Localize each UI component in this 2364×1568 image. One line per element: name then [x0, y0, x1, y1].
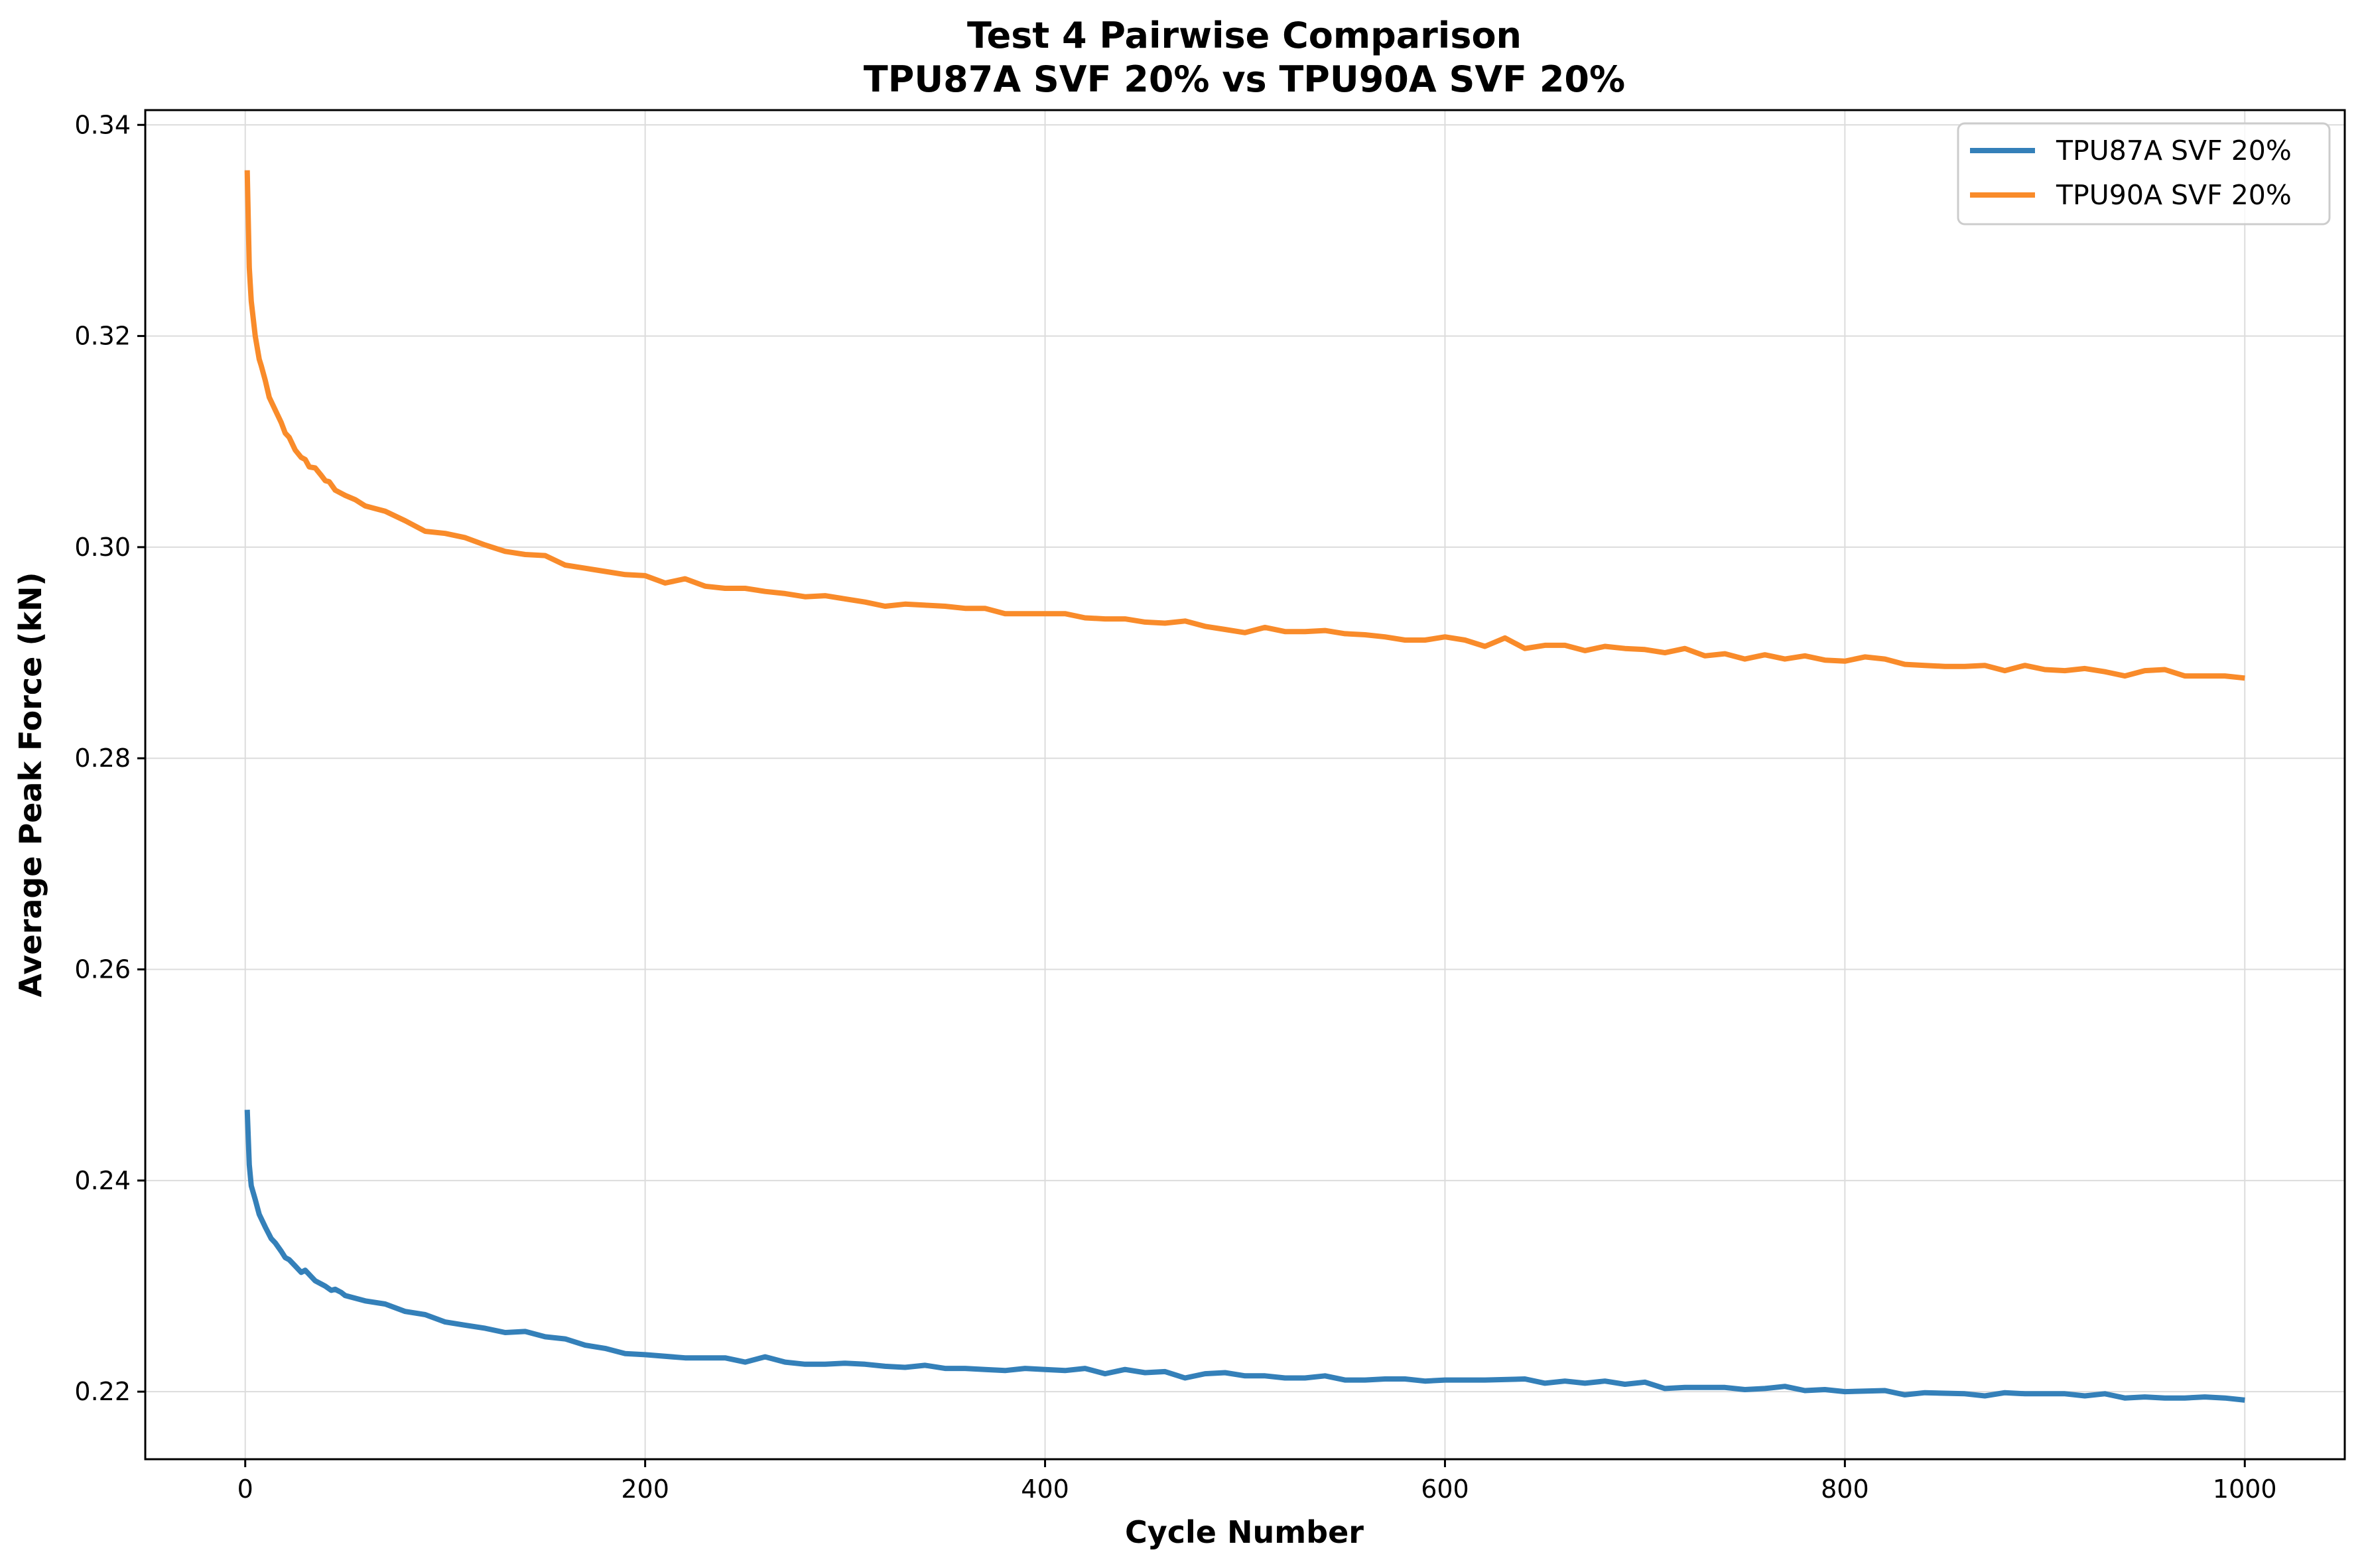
y-tick-label: 0.30	[74, 533, 131, 562]
y-axis-label: Average Peak Force (kN)	[13, 572, 48, 997]
series-lines	[244, 170, 2245, 1403]
x-tick-label: 1000	[2213, 1474, 2277, 1504]
x-axis-label: Cycle Number	[1125, 1514, 1364, 1550]
x-tick-label: 0	[237, 1474, 253, 1504]
x-tick-label: 600	[1421, 1474, 1469, 1504]
y-tick-label: 0.28	[74, 744, 131, 773]
x-tick-label: 800	[1821, 1474, 1869, 1504]
y-tick-label: 0.34	[74, 110, 131, 139]
series-line-tpu90a	[244, 170, 2245, 681]
legend-label-tpu90a: TPU90A SVF 20%	[2056, 179, 2292, 211]
y-tick-label: 0.32	[74, 322, 131, 351]
chart-title-line-1: Test 4 Pairwise Comparison	[967, 15, 1522, 56]
legend: TPU87A SVF 20% TPU90A SVF 20%	[1957, 122, 2331, 226]
axis-ticks: 0 200 400 600 800 1000 0.22 0.24 0.26 0.28 0.30 0.3…	[74, 110, 2276, 1504]
y-tick-label: 0.22	[74, 1377, 131, 1406]
y-tick-label: 0.24	[74, 1166, 131, 1195]
legend-label-tpu87a: TPU87A SVF 20%	[2056, 135, 2292, 166]
plot-area-frame	[144, 109, 2346, 1461]
chart-title-line-2: TPU87A SVF 20% vs TPU90A SVF 20%	[864, 58, 1625, 100]
y-tick-label: 0.26	[74, 955, 131, 984]
x-tick-label: 400	[1021, 1474, 1069, 1504]
x-tick-label: 200	[621, 1474, 669, 1504]
legend-box	[1957, 122, 2331, 226]
series-line-tpu87a	[244, 1110, 2245, 1403]
